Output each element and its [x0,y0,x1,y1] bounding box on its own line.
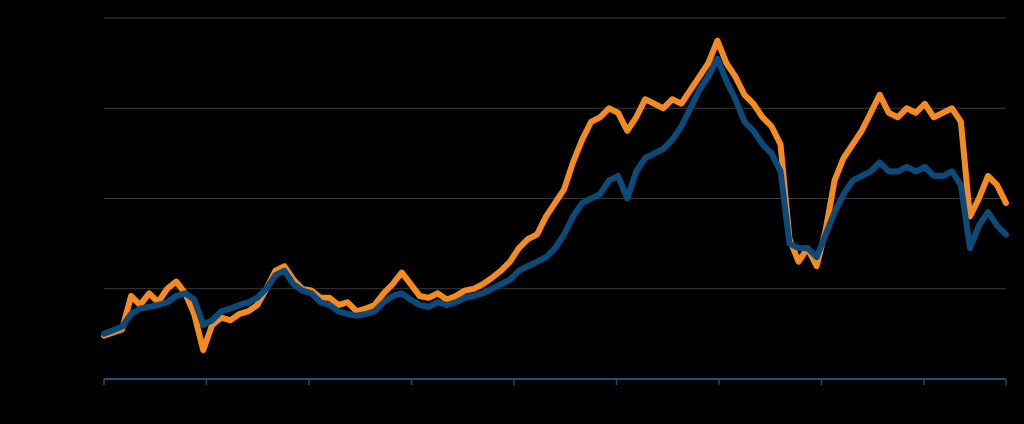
x-axis [103,378,1007,385]
gridlines [104,17,1006,290]
series-group [101,37,1009,354]
series-line-2 [101,55,1009,337]
